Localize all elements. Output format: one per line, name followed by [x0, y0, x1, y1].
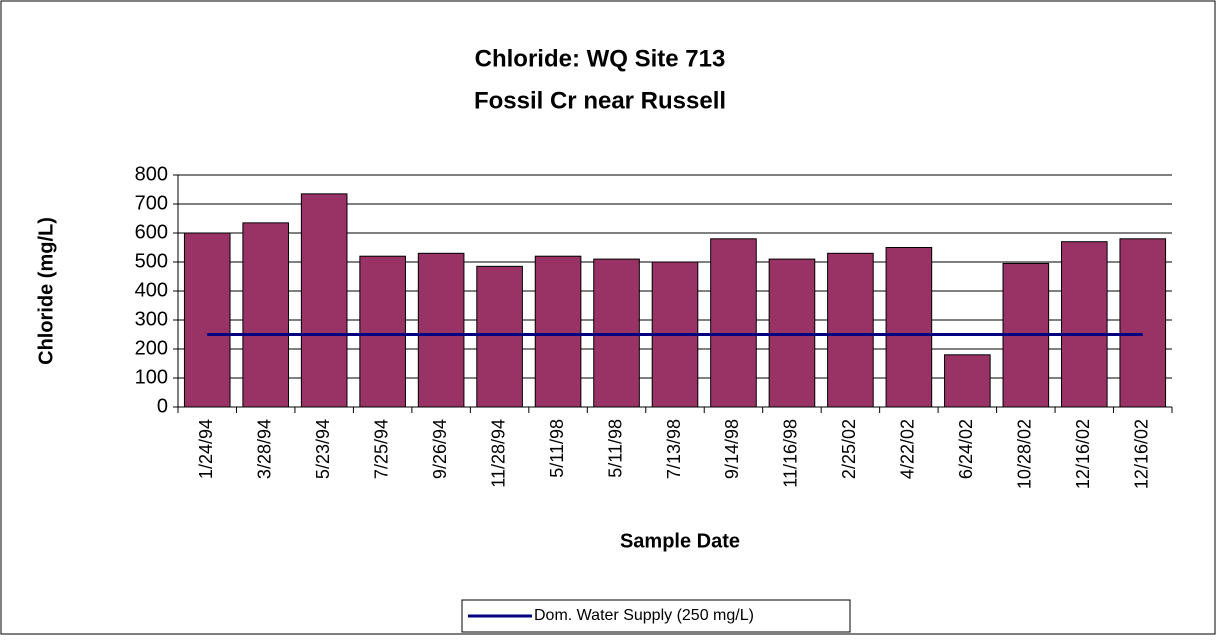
y-tick-label: 100	[135, 366, 168, 388]
y-tick-label: 200	[135, 337, 168, 359]
x-tick-label: 10/28/02	[1015, 419, 1035, 489]
x-tick-label: 9/26/94	[430, 419, 450, 479]
y-tick-label: 700	[135, 192, 168, 214]
chart-title: Chloride: WQ Site 713	[475, 45, 726, 72]
x-tick-label: 11/28/94	[488, 419, 508, 488]
bar	[300, 193, 348, 408]
bar	[710, 238, 757, 408]
bar	[417, 252, 465, 408]
x-tick-label: 4/22/02	[898, 419, 918, 479]
y-tick-label: 300	[135, 308, 168, 330]
x-axis-label: Sample Date	[620, 530, 740, 552]
legend-label: Dom. Water Supply (250 mg/L)	[534, 607, 754, 624]
bar	[1060, 241, 1108, 408]
y-tick-label: 0	[157, 395, 168, 417]
x-tick-label: 7/13/98	[664, 419, 684, 479]
y-axis-label: Chloride (mg/L)	[35, 217, 57, 365]
bar	[944, 354, 991, 408]
x-tick-label: 11/16/98	[781, 419, 801, 488]
x-tick-label: 12/16/02	[1132, 419, 1152, 489]
bar	[359, 255, 406, 408]
bar	[827, 252, 874, 408]
chart-subtitle: Fossil Cr near Russell	[474, 87, 726, 114]
y-tick-label: 400	[135, 279, 168, 301]
bar	[242, 222, 290, 408]
x-tick-label: 6/24/02	[956, 419, 976, 479]
bar	[476, 265, 523, 408]
bar	[1119, 238, 1167, 408]
bar	[183, 232, 231, 408]
bar	[885, 247, 933, 408]
y-tick-label: 500	[135, 250, 168, 272]
x-tick-label: 9/14/98	[722, 419, 742, 479]
y-tick-label: 600	[135, 221, 168, 243]
x-tick-label: 12/16/02	[1073, 419, 1093, 489]
x-tick-label: 5/11/98	[547, 419, 567, 478]
bar	[534, 255, 582, 408]
x-tick-label: 3/28/94	[254, 419, 274, 479]
x-tick-label: 5/23/94	[313, 419, 333, 479]
x-tick-label: 1/24/94	[196, 419, 216, 479]
x-tick-label: 5/11/98	[605, 419, 625, 478]
x-tick-label: 2/25/02	[839, 419, 859, 479]
y-tick-label: 800	[135, 163, 168, 185]
x-tick-label: 7/25/94	[371, 419, 391, 479]
